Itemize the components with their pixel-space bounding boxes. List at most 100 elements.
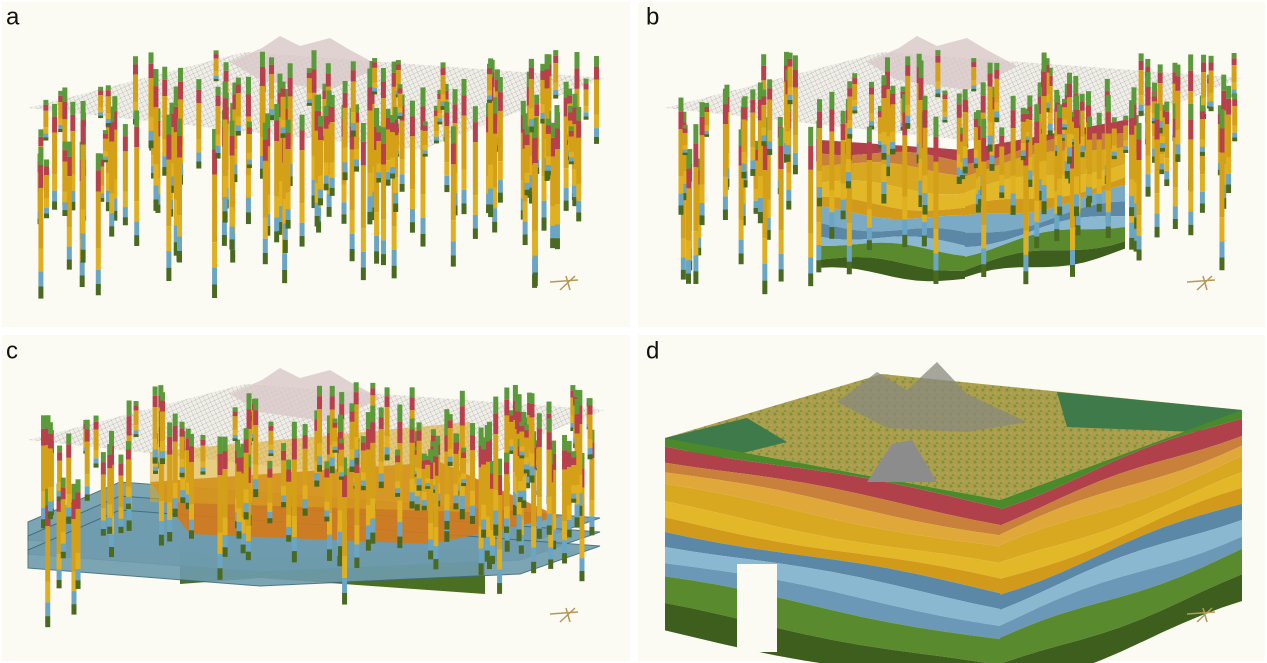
borehole-segment xyxy=(246,525,251,541)
borehole-segment xyxy=(1158,73,1163,83)
borehole-segment xyxy=(761,66,766,80)
borehole-segment xyxy=(300,203,305,223)
borehole-segment xyxy=(553,50,558,56)
borehole-segment xyxy=(750,169,755,176)
borehole-segment xyxy=(816,260,821,272)
borehole-segment xyxy=(545,69,550,88)
borehole-segment xyxy=(481,437,486,449)
borehole-segment xyxy=(971,89,976,92)
borehole-segment xyxy=(379,417,384,429)
borehole-segment xyxy=(1021,108,1026,114)
borehole-segment xyxy=(372,91,377,94)
borehole-segment xyxy=(282,270,287,283)
borehole-segment xyxy=(519,446,524,452)
borehole-segment xyxy=(62,102,67,120)
borehole-segment xyxy=(180,497,185,503)
borehole-segment xyxy=(902,135,907,196)
borehole-segment xyxy=(553,63,558,82)
borehole-segment xyxy=(1087,174,1092,187)
borehole-segment xyxy=(523,221,528,234)
borehole-segment xyxy=(274,121,279,142)
borehole-segment xyxy=(167,422,172,436)
borehole-segment xyxy=(1232,65,1237,83)
borehole-segment xyxy=(38,271,43,286)
borehole-segment xyxy=(339,476,344,479)
borehole-segment xyxy=(400,184,405,192)
borehole-segment xyxy=(317,386,322,396)
borehole-segment xyxy=(1155,227,1160,238)
borehole-segment xyxy=(1034,201,1039,223)
borehole-segment xyxy=(1106,191,1111,212)
borehole-segment xyxy=(923,193,928,205)
borehole-segment xyxy=(101,508,106,521)
borehole-segment xyxy=(153,407,158,438)
borehole-segment xyxy=(518,497,523,502)
borehole-segment xyxy=(126,459,131,486)
borehole-segment xyxy=(1137,139,1142,160)
borehole-segment xyxy=(1164,112,1169,125)
borehole-segment xyxy=(366,540,371,551)
borehole-segment xyxy=(98,112,103,115)
borehole-segment xyxy=(246,541,251,552)
borehole-segment xyxy=(1200,203,1205,212)
borehole-segment xyxy=(470,435,475,450)
borehole-segment xyxy=(778,117,783,126)
borehole-segment xyxy=(758,212,763,223)
borehole-segment xyxy=(390,167,395,173)
borehole-segment xyxy=(81,250,86,263)
borehole-segment xyxy=(236,85,241,94)
borehole-segment xyxy=(370,406,375,423)
borehole-segment xyxy=(395,450,400,456)
borehole-segment xyxy=(981,138,986,162)
borehole-segment xyxy=(52,104,57,117)
borehole-segment xyxy=(762,264,767,281)
borehole-segment xyxy=(1232,58,1237,65)
borehole-segment xyxy=(1042,161,1047,185)
borehole-segment xyxy=(153,107,158,164)
borehole-segment xyxy=(575,414,580,433)
borehole-segment xyxy=(118,519,123,527)
borehole-segment xyxy=(38,286,43,298)
borehole-segment xyxy=(326,74,331,87)
borehole-segment xyxy=(488,189,493,205)
borehole-segment xyxy=(332,450,337,453)
borehole-segment xyxy=(1034,237,1039,249)
borehole-segment xyxy=(57,452,62,460)
page: a b c d (() => { const data = JSON.parse… xyxy=(0,0,1267,663)
borehole-segment xyxy=(361,480,366,485)
borehole-segment xyxy=(98,116,103,119)
cutout xyxy=(737,564,777,652)
borehole-segment xyxy=(390,115,395,123)
borehole-segment xyxy=(1164,124,1169,158)
borehole-segment xyxy=(324,461,329,468)
borehole-segment xyxy=(160,458,165,464)
borehole-segment xyxy=(38,249,43,272)
borehole-segment xyxy=(385,447,390,454)
borehole-segment xyxy=(247,122,252,128)
borehole-segment xyxy=(38,188,43,249)
borehole-segment xyxy=(534,104,539,116)
borehole-segment xyxy=(1137,215,1142,236)
borehole-segment xyxy=(48,434,53,449)
borehole-segment xyxy=(216,153,221,159)
borehole-segment xyxy=(274,141,279,196)
borehole-segment xyxy=(846,181,851,188)
borehole-segment xyxy=(38,165,43,188)
borehole-segment xyxy=(1074,176,1079,194)
borehole-segment xyxy=(1139,105,1144,111)
borehole-segment xyxy=(286,133,291,149)
borehole-segment xyxy=(1062,107,1067,119)
borehole-segment xyxy=(123,151,128,191)
borehole-segment xyxy=(374,236,379,252)
borehole-segment xyxy=(829,212,834,227)
borehole-segment xyxy=(1137,249,1142,260)
borehole-segment xyxy=(686,241,691,261)
borehole-segment xyxy=(330,188,335,196)
borehole-segment xyxy=(98,91,103,96)
borehole-segment xyxy=(247,160,252,165)
borehole-segment xyxy=(324,502,329,511)
borehole-segment xyxy=(1188,54,1193,70)
borehole-segment xyxy=(1175,154,1180,162)
borehole-segment xyxy=(229,227,234,240)
borehole-segment xyxy=(1097,125,1102,140)
